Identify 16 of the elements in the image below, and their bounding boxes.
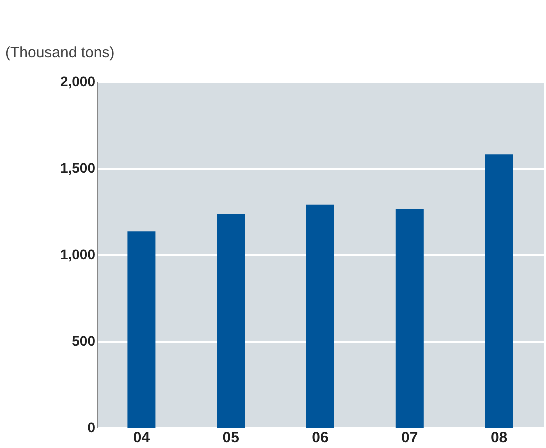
x-tick-label: 06 [312,430,329,446]
bar [128,232,156,428]
y-tick-label: 1,500 [60,160,96,176]
y-tick-label: 1,000 [60,246,96,262]
y-tick-label: 500 [72,333,96,349]
bar [485,154,514,428]
y-tick-label: 2,000 [60,74,96,90]
bar [396,209,424,428]
x-tick-label: 07 [402,430,418,446]
y-axis-title: (Thousand tons) [6,44,115,62]
y-tick-label: 0 [88,420,96,436]
x-tick-label: 04 [133,430,151,446]
bar [217,214,246,428]
x-tick-label: 08 [490,430,508,446]
bar [306,204,334,428]
x-tick-label: 05 [222,430,240,446]
